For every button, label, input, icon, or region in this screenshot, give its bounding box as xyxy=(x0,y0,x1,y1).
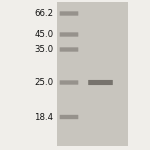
FancyBboxPatch shape xyxy=(88,80,113,85)
FancyBboxPatch shape xyxy=(60,47,78,52)
FancyBboxPatch shape xyxy=(60,80,78,85)
Text: 18.4: 18.4 xyxy=(34,112,53,122)
Bar xyxy=(57,2,128,146)
Text: 25.0: 25.0 xyxy=(34,78,53,87)
Text: 35.0: 35.0 xyxy=(34,45,53,54)
FancyBboxPatch shape xyxy=(60,11,78,16)
FancyBboxPatch shape xyxy=(60,115,78,119)
FancyBboxPatch shape xyxy=(60,32,78,37)
Text: 66.2: 66.2 xyxy=(34,9,53,18)
Text: 45.0: 45.0 xyxy=(34,30,53,39)
